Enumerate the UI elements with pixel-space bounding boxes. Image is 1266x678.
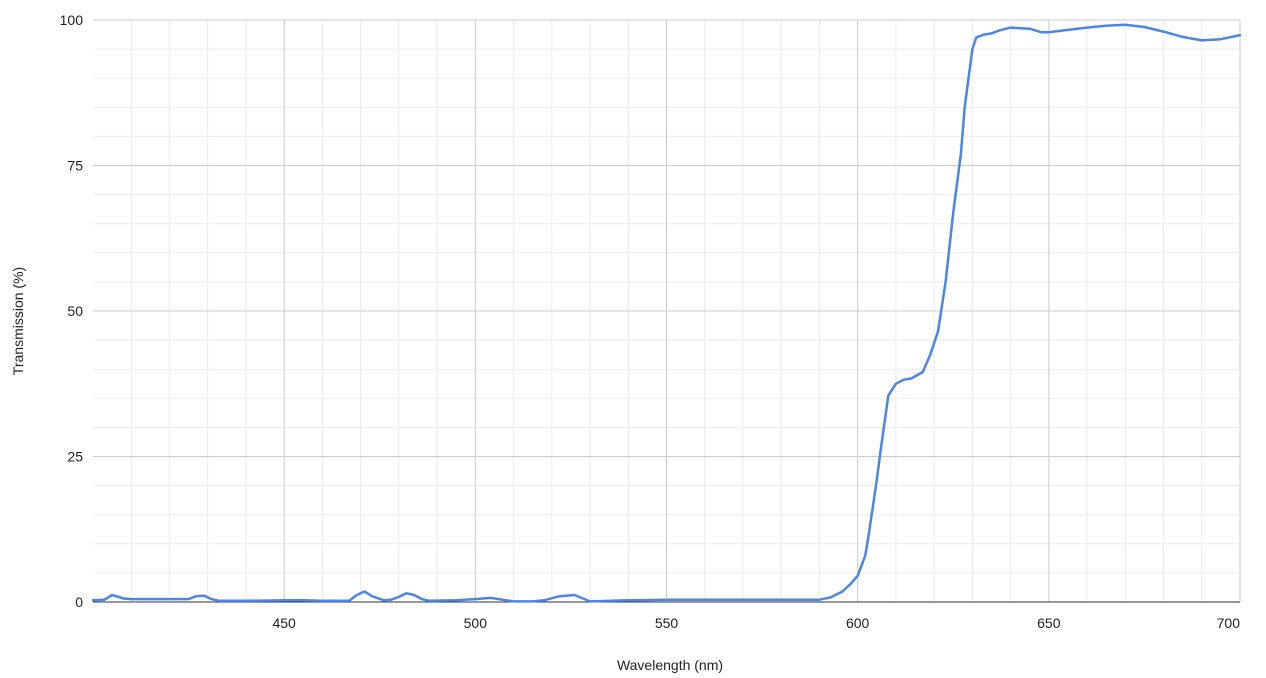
x-tick-label: 550: [655, 615, 679, 631]
x-axis-label: Wavelength (nm): [617, 657, 723, 673]
x-tick-label: 700: [1217, 615, 1241, 631]
major-gridlines: [93, 19, 1241, 603]
y-tick-label: 75: [67, 158, 83, 174]
x-tick-label: 650: [1037, 615, 1061, 631]
y-tick-label: 25: [67, 449, 83, 465]
y-axis-ticks: 0 25 50 75 100: [60, 12, 84, 610]
x-tick-label: 450: [272, 615, 296, 631]
x-tick-label: 600: [846, 615, 870, 631]
y-tick-label: 50: [67, 303, 83, 319]
series-layer: [91, 23, 1242, 603]
x-tick-label: 500: [464, 615, 488, 631]
y-tick-label: 0: [75, 594, 83, 610]
y-tick-label: 100: [60, 12, 84, 28]
x-axis-ticks: 450 500 550 600 650 700: [272, 615, 1240, 631]
transmission-series-line: [91, 23, 1242, 603]
y-axis-label: Transmission (%): [10, 267, 26, 375]
